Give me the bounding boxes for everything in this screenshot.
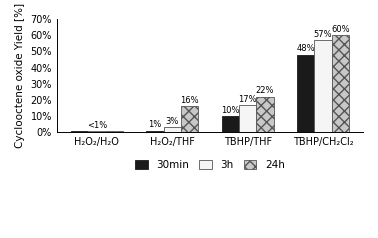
Bar bbox=[332, 35, 349, 132]
Text: 22%: 22% bbox=[256, 86, 274, 95]
Text: 17%: 17% bbox=[239, 94, 257, 104]
Bar bbox=[88, 131, 105, 132]
Text: 57%: 57% bbox=[314, 30, 332, 39]
Y-axis label: Cyclooctene oxide Yield [%]: Cyclooctene oxide Yield [%] bbox=[15, 3, 25, 148]
Text: 10%: 10% bbox=[221, 106, 240, 115]
Text: 16%: 16% bbox=[180, 96, 199, 105]
Legend: 30min, 3h, 24h: 30min, 3h, 24h bbox=[131, 156, 289, 174]
Bar bbox=[146, 131, 164, 132]
Text: 3%: 3% bbox=[166, 117, 179, 126]
Text: <1%: <1% bbox=[87, 121, 107, 130]
Bar bbox=[314, 40, 332, 132]
Bar bbox=[297, 55, 314, 132]
Bar bbox=[71, 131, 88, 132]
Bar bbox=[239, 105, 256, 132]
Text: 1%: 1% bbox=[148, 120, 161, 129]
Text: 48%: 48% bbox=[296, 45, 315, 54]
Bar bbox=[105, 131, 123, 132]
Bar bbox=[222, 116, 239, 132]
Bar bbox=[164, 127, 181, 132]
Bar bbox=[256, 97, 274, 132]
Bar bbox=[181, 106, 198, 132]
Text: 60%: 60% bbox=[331, 25, 350, 34]
